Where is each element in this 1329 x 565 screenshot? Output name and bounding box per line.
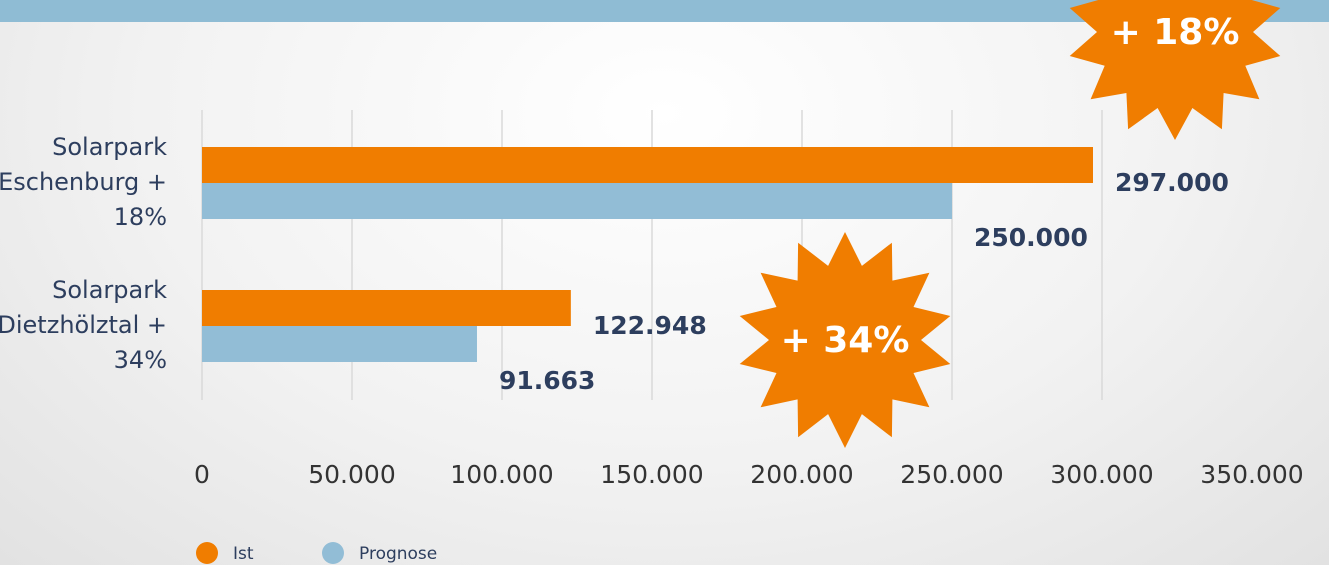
x-tick-label: 350.000 xyxy=(1200,460,1303,489)
legend-swatch xyxy=(322,542,344,564)
x-tick-label: 250.000 xyxy=(900,460,1003,489)
x-tick-label: 300.000 xyxy=(1050,460,1153,489)
category-label: Solarpark Dietzhölztal + 34% xyxy=(0,276,167,374)
value-label: 91.663 xyxy=(499,366,595,395)
bar xyxy=(202,183,952,219)
x-tick-label: 150.000 xyxy=(600,460,703,489)
legend-label: Prognose xyxy=(359,544,437,564)
x-tick-label: 0 xyxy=(194,460,210,489)
x-tick-label: 50.000 xyxy=(308,460,395,489)
value-label: 122.948 xyxy=(593,311,707,340)
value-label: 297.000 xyxy=(1115,168,1229,197)
bar xyxy=(202,147,1093,183)
starburst xyxy=(1069,0,1281,140)
bars: 297.000 250.000 122.948 91.663 xyxy=(202,147,1229,395)
x-tick-label: 200.000 xyxy=(750,460,853,489)
x-tick-label: 100.000 xyxy=(450,460,553,489)
bar xyxy=(202,326,477,362)
legend-swatch xyxy=(196,542,218,564)
bar xyxy=(202,290,571,326)
value-label: 250.000 xyxy=(974,223,1088,252)
legend-label: Ist xyxy=(233,544,254,564)
stars: + 18% + 34% xyxy=(739,0,1281,448)
annotation: + 34% xyxy=(781,320,910,361)
annotation: + 18% xyxy=(1111,12,1240,53)
starburst xyxy=(739,232,951,448)
category-label: Solarpark Eschenburg + 18% xyxy=(0,133,167,231)
top-band xyxy=(0,0,1329,22)
